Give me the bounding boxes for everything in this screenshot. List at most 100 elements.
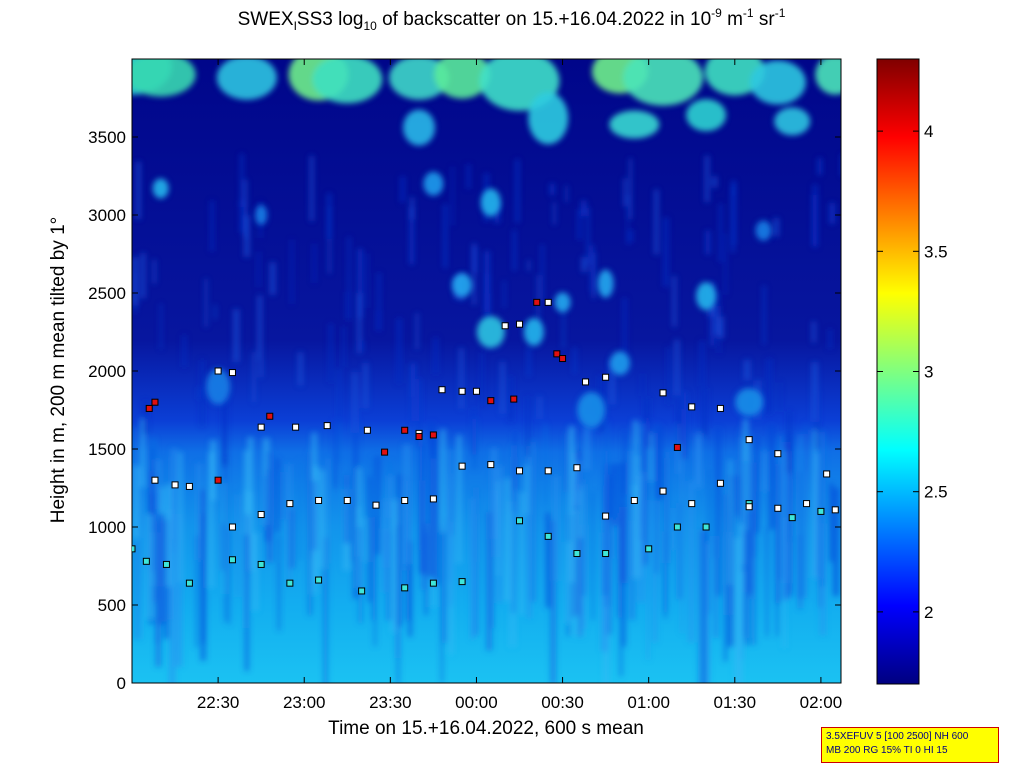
lower-layer-marker bbox=[817, 507, 825, 515]
heatmap-streak bbox=[647, 500, 650, 660]
heatmap-streak bbox=[583, 427, 591, 471]
title-part: m bbox=[721, 9, 743, 30]
heatmap-streak-upper bbox=[484, 251, 490, 313]
heatmap-streak-upper bbox=[654, 189, 659, 255]
heatmap-streak-upper bbox=[828, 328, 833, 349]
title-part: SWEX bbox=[237, 9, 294, 30]
heatmap-streak-upper bbox=[577, 208, 582, 241]
heatmap-streak-upper bbox=[526, 396, 530, 457]
red-marker bbox=[401, 426, 409, 434]
heatmap-streak bbox=[751, 508, 756, 645]
heatmap-streak bbox=[633, 443, 637, 486]
heatmap-streak bbox=[195, 535, 198, 648]
colorbar-tick-label: 3.5 bbox=[924, 242, 948, 261]
y-axis-label: Height in m, 200 m mean tilted by 1° bbox=[48, 217, 69, 523]
colorbar-tick-label: 2.5 bbox=[924, 483, 948, 502]
heatmap-streak bbox=[712, 488, 715, 558]
cloud-patch bbox=[696, 282, 717, 311]
red-marker bbox=[510, 395, 518, 403]
heatmap-streak bbox=[504, 478, 510, 602]
lower-layer-marker bbox=[185, 579, 193, 587]
heatmap-streak bbox=[755, 436, 759, 534]
heatmap-streak bbox=[736, 475, 740, 516]
y-tick-label: 2000 bbox=[88, 362, 126, 381]
heatmap-streak-upper bbox=[811, 321, 816, 343]
heatmap-streak bbox=[208, 452, 214, 588]
white-marker bbox=[582, 378, 590, 386]
heatmap-streak bbox=[165, 484, 173, 587]
heatmap-streak bbox=[564, 433, 569, 493]
heatmap-streak bbox=[744, 530, 749, 646]
lower-layer-marker bbox=[673, 523, 681, 531]
upper-layer-marker bbox=[831, 506, 839, 514]
y-tick-label: 500 bbox=[98, 596, 126, 615]
heatmap-streak-upper bbox=[290, 239, 294, 305]
heatmap-streak-upper bbox=[672, 276, 677, 327]
heatmap-streak bbox=[656, 425, 664, 500]
heatmap-streak-upper bbox=[459, 348, 464, 409]
heatmap-streak-upper bbox=[471, 408, 476, 455]
heatmap-streak-upper bbox=[526, 347, 531, 377]
heatmap-streak bbox=[333, 420, 337, 489]
cloud-patch bbox=[623, 59, 704, 106]
heatmap-streak-upper bbox=[629, 158, 632, 220]
heatmap-streak-upper bbox=[466, 164, 471, 189]
lower-layer-marker bbox=[162, 560, 170, 568]
lower-layer-marker bbox=[544, 532, 552, 540]
colorbar-tick-label: 4 bbox=[924, 122, 933, 141]
heatmap-streak bbox=[473, 487, 479, 636]
heatmap-streak bbox=[705, 542, 710, 683]
heatmap-streak-upper bbox=[711, 176, 718, 188]
heatmap-streak bbox=[637, 471, 645, 603]
lower-layer-marker bbox=[142, 557, 150, 565]
colorbar-tick-label: 2 bbox=[924, 603, 933, 622]
lower-layer-marker bbox=[257, 560, 265, 568]
heatmap-streak bbox=[611, 517, 614, 559]
white-marker bbox=[214, 367, 222, 375]
heatmap-streak bbox=[243, 450, 249, 535]
cloud-patch bbox=[774, 107, 811, 136]
heatmap-streak-upper bbox=[580, 200, 587, 217]
heatmap-streak-upper bbox=[135, 161, 141, 220]
heatmap-streak bbox=[603, 485, 607, 596]
cloud-patch bbox=[609, 351, 630, 376]
heatmap-streak bbox=[140, 418, 146, 488]
heatmap-streak bbox=[134, 541, 138, 640]
heatmap-streak bbox=[766, 527, 769, 637]
heatmap-streak bbox=[397, 474, 402, 627]
lower-layer-marker bbox=[401, 584, 409, 592]
heatmap-streak bbox=[358, 527, 363, 624]
lower-layer-marker bbox=[788, 514, 796, 522]
heatmap-streak bbox=[513, 431, 517, 490]
heatmap-streak-upper bbox=[714, 305, 720, 336]
heatmap-streak bbox=[403, 444, 411, 565]
upper-layer-marker bbox=[171, 481, 179, 489]
cloud-patch bbox=[523, 318, 544, 346]
heatmap-streak-upper bbox=[724, 233, 727, 295]
x-tick-label: 01:30 bbox=[714, 693, 757, 712]
white-marker bbox=[688, 403, 696, 411]
lower-layer-marker bbox=[429, 579, 437, 587]
heatmap-streak-upper bbox=[674, 339, 680, 396]
red-marker bbox=[381, 448, 389, 456]
heatmap-streak bbox=[568, 426, 575, 583]
heatmap-streak-upper bbox=[417, 378, 422, 447]
white-marker bbox=[228, 369, 236, 377]
heatmap-streak bbox=[642, 431, 648, 566]
x-tick-label: 00:00 bbox=[455, 693, 498, 712]
heatmap-streak bbox=[158, 513, 165, 625]
heatmap-streak-upper bbox=[590, 245, 595, 292]
heatmap-streak bbox=[311, 480, 318, 551]
chart-title: SWEXISS3 log10 of backscatter on 15.+16.… bbox=[0, 6, 1023, 33]
heatmap-streak bbox=[829, 483, 834, 562]
white-marker bbox=[323, 422, 331, 430]
heatmap-streak bbox=[545, 512, 551, 608]
white-marker bbox=[363, 426, 371, 434]
heatmap-streak bbox=[275, 458, 280, 533]
heatmap-streak bbox=[617, 463, 621, 618]
cloud-patch bbox=[749, 60, 806, 105]
heatmap-streak-upper bbox=[433, 337, 439, 375]
heatmap-streak-upper bbox=[182, 334, 187, 368]
white-marker bbox=[438, 386, 446, 394]
heatmap-streak-upper bbox=[259, 359, 263, 378]
